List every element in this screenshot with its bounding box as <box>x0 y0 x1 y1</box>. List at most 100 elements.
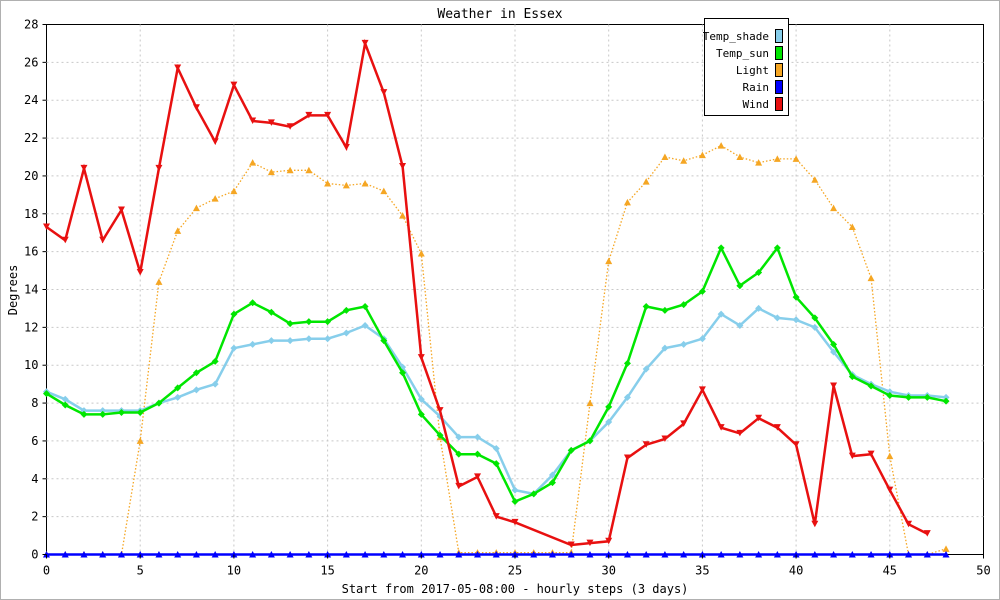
data-point-rain <box>230 551 238 558</box>
data-point-rain <box>436 551 444 558</box>
data-point-temp-sun <box>211 357 219 365</box>
data-point-temp-shade <box>942 393 950 401</box>
data-point-wind <box>605 537 613 545</box>
data-point-wind <box>136 268 144 276</box>
data-point-light <box>792 155 800 162</box>
data-point-rain <box>99 551 107 558</box>
data-point-rain <box>492 551 500 558</box>
data-point-rain <box>286 551 294 558</box>
data-point-temp-sun <box>43 390 50 398</box>
data-point-rain <box>474 551 482 558</box>
data-point-temp-sun <box>455 450 463 458</box>
legend-box <box>704 18 789 116</box>
y-tick-label: 24 <box>24 93 38 107</box>
data-point-temp-shade <box>811 323 819 331</box>
data-point-temp-shade <box>230 344 238 352</box>
data-point-temp-sun <box>117 409 125 417</box>
data-point-rain <box>698 551 706 558</box>
data-point-light <box>661 153 669 160</box>
data-point-temp-sun <box>361 303 369 311</box>
x-tick-label: 30 <box>601 564 615 578</box>
axes: 0 5 10 15 20 25 30 35 40 45 5002468101214161820222… <box>24 18 991 578</box>
y-tick-label: 12 <box>24 320 38 334</box>
data-point-temp-sun <box>399 369 407 377</box>
data-point-rain <box>155 551 163 558</box>
data-point-wind <box>567 541 575 549</box>
data-point-rain <box>867 551 875 558</box>
data-point-rain <box>548 551 556 558</box>
legend-swatch-light <box>775 63 783 77</box>
data-point-temp-shade <box>286 337 294 345</box>
data-point-light <box>867 274 875 282</box>
data-point-light <box>249 159 257 166</box>
data-point-wind <box>117 206 125 213</box>
y-tick-label: 28 <box>24 18 38 32</box>
data-point-temp-sun <box>436 431 444 439</box>
data-point-light <box>586 399 594 407</box>
data-point-temp-sun <box>567 446 575 454</box>
y-tick-label: 22 <box>24 131 38 145</box>
data-point-rain <box>848 551 856 558</box>
data-point-temp-sun <box>324 318 332 326</box>
data-point-light <box>230 187 238 195</box>
data-point-wind <box>267 119 275 126</box>
data-point-rain <box>267 551 275 558</box>
data-point-temp-sun <box>886 392 894 399</box>
data-point-light <box>399 212 407 219</box>
x-tick-label: 5 <box>137 564 144 578</box>
data-point-light <box>811 176 819 183</box>
data-point-temp-sun <box>192 369 200 377</box>
legend-swatch-temp-shade <box>775 29 783 43</box>
series-line-wind <box>45 38 928 547</box>
data-point-light <box>773 155 781 162</box>
data-point-temp-sun <box>530 490 538 498</box>
data-point-rain <box>680 551 688 558</box>
data-point-rain <box>530 551 538 558</box>
data-point-temp-shade <box>661 344 669 352</box>
data-point-temp-sun <box>267 308 275 316</box>
data-point-temp-sun <box>586 437 594 445</box>
data-point-temp-sun <box>342 306 350 314</box>
legend-swatch-temp-sun <box>775 46 783 60</box>
data-point-wind <box>773 424 781 431</box>
x-tick-label: 35 <box>695 564 709 578</box>
data-point-rain <box>830 551 838 558</box>
data-point-rain <box>455 551 463 558</box>
data-point-wind <box>886 486 894 494</box>
data-point-rain <box>361 551 369 558</box>
data-point-light <box>211 195 219 202</box>
data-point-wind <box>736 429 744 437</box>
data-point-temp-shade <box>623 393 631 401</box>
data-point-light <box>305 166 313 174</box>
data-point-light <box>736 153 744 160</box>
data-point-rain <box>342 551 350 558</box>
data-point-light <box>717 142 725 149</box>
data-point-light <box>623 198 631 206</box>
data-point-wind <box>811 520 819 528</box>
series-layer <box>43 38 950 558</box>
data-point-rain <box>886 551 894 558</box>
data-point-rain <box>117 551 125 558</box>
y-tick-label: 20 <box>24 169 38 183</box>
data-point-temp-sun <box>830 340 838 348</box>
data-point-temp-sun <box>680 301 688 309</box>
data-point-rain <box>736 551 744 558</box>
y-tick-label: 26 <box>24 55 38 69</box>
data-point-temp-shade <box>680 340 688 348</box>
data-point-light <box>286 166 294 174</box>
data-point-temp-shade <box>342 329 350 337</box>
data-point-temp-sun <box>99 410 107 418</box>
data-point-temp-shade <box>267 337 275 345</box>
data-point-wind <box>623 454 631 461</box>
data-point-temp-shade <box>698 335 706 343</box>
data-point-temp-sun <box>698 287 706 295</box>
data-point-wind <box>99 236 107 244</box>
data-point-rain <box>211 551 219 558</box>
data-point-rain <box>755 551 763 558</box>
data-point-wind <box>305 111 313 119</box>
x-tick-label: 0 <box>43 564 50 578</box>
data-point-temp-shade <box>605 418 613 426</box>
data-point-rain <box>192 551 200 558</box>
data-point-light <box>698 151 706 159</box>
